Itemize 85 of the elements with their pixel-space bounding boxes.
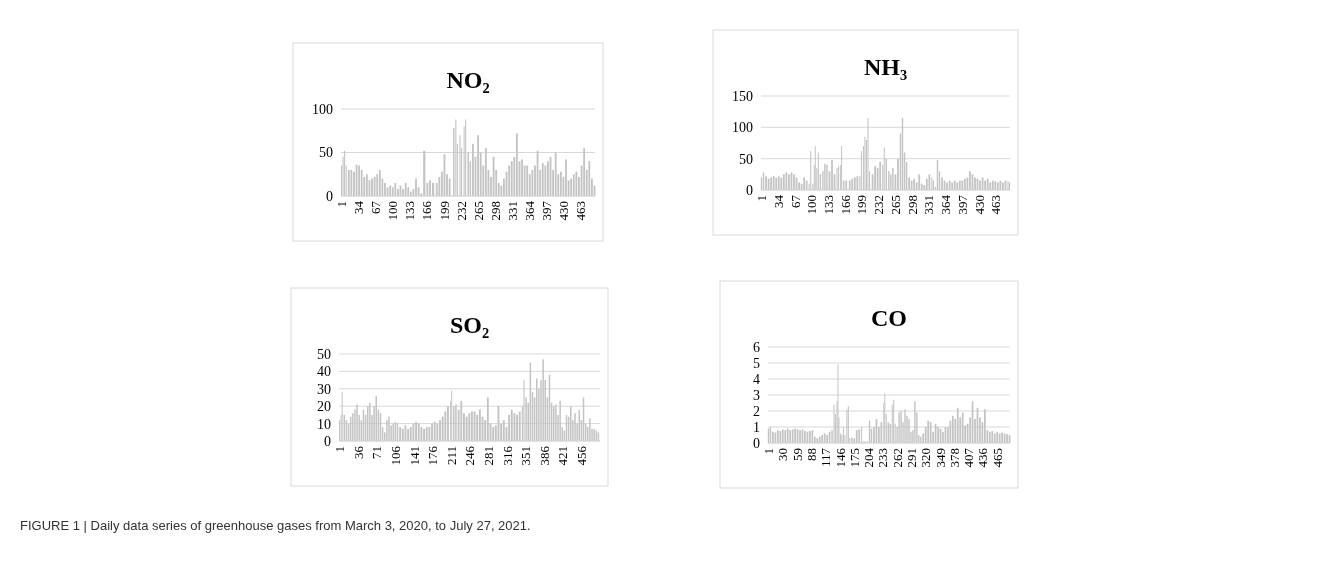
- x-tick-label: 397: [954, 194, 970, 215]
- x-tick-label: 316: [499, 445, 515, 466]
- x-tick-label: 465: [989, 448, 1005, 468]
- x-tick-label: 67: [787, 194, 803, 208]
- x-tick-label: 166: [837, 194, 853, 215]
- y-tick-label: 0: [753, 435, 760, 451]
- x-tick-label: 1: [334, 201, 350, 208]
- chart-title: NO₂: [446, 67, 490, 93]
- y-tick-label: 10: [317, 416, 331, 432]
- x-tick-label: 436: [975, 447, 991, 468]
- y-tick-label: 2: [753, 403, 760, 419]
- y-tick-label: 0: [326, 188, 333, 204]
- x-tick-label: 456: [573, 445, 589, 466]
- x-tick-label: 320: [918, 448, 934, 468]
- x-tick-label: 364: [938, 194, 954, 215]
- x-tick-label: 349: [932, 448, 948, 468]
- x-tick-label: 265: [470, 201, 486, 221]
- x-tick-label: 30: [775, 448, 791, 461]
- x-tick-label: 463: [573, 201, 589, 221]
- x-tick-label: 463: [988, 195, 1004, 215]
- x-tick-label: 265: [887, 195, 903, 215]
- y-tick-label: 3: [753, 387, 760, 403]
- y-tick-label: 40: [317, 364, 331, 380]
- x-tick-label: 199: [436, 201, 452, 221]
- y-tick-label: 100: [312, 101, 333, 117]
- y-tick-label: 4: [753, 371, 760, 387]
- x-tick-label: 106: [387, 445, 403, 466]
- x-tick-label: 378: [946, 448, 962, 468]
- x-tick-label: 175: [846, 448, 862, 468]
- y-tick-label: 0: [746, 182, 753, 198]
- x-tick-label: 421: [555, 446, 571, 466]
- y-tick-label: 150: [732, 88, 753, 104]
- x-tick-label: 232: [871, 195, 887, 215]
- x-tick-label: 351: [518, 446, 534, 466]
- x-tick-label: 386: [536, 445, 552, 466]
- x-tick-label: 146: [832, 447, 848, 468]
- y-tick-label: 20: [317, 399, 331, 415]
- x-tick-label: 34: [351, 200, 367, 214]
- x-tick-label: 141: [406, 446, 422, 466]
- x-tick-label: 34: [770, 194, 786, 208]
- x-tick-label: 133: [821, 195, 836, 215]
- x-tick-label: 298: [904, 195, 920, 215]
- y-tick-label: 30: [317, 381, 331, 397]
- x-tick-label: 397: [538, 200, 554, 221]
- x-tick-label: 291: [903, 448, 919, 468]
- x-tick-label: 430: [971, 195, 987, 215]
- x-tick-label: 1: [761, 448, 777, 455]
- x-tick-label: 281: [480, 446, 496, 466]
- x-tick-label: 88: [803, 448, 819, 461]
- x-tick-label: 199: [854, 195, 870, 215]
- caption: FIGURE 1 | Daily data series of greenhouse gases from March 3, 2020, to July 27, 2021.: [20, 518, 531, 533]
- x-tick-label: 166: [419, 200, 435, 221]
- y-tick-label: 0: [324, 433, 331, 449]
- x-tick-label: 262: [889, 448, 905, 468]
- x-tick-label: 331: [504, 201, 520, 221]
- y-tick-label: 5: [753, 355, 760, 371]
- x-tick-label: 67: [368, 200, 384, 214]
- y-tick-label: 50: [319, 145, 333, 161]
- y-tick-label: 50: [317, 346, 331, 362]
- chart-title: CO: [871, 305, 907, 331]
- x-tick-label: 331: [921, 195, 937, 215]
- x-tick-label: 1: [332, 446, 348, 453]
- x-tick-label: 364: [521, 200, 537, 221]
- y-tick-label: 50: [739, 151, 753, 167]
- x-tick-label: 298: [487, 201, 503, 221]
- x-tick-label: 211: [443, 446, 459, 466]
- x-tick-label: 100: [385, 201, 401, 221]
- y-tick-label: 100: [732, 120, 753, 136]
- x-tick-label: 59: [789, 448, 805, 461]
- x-tick-label: 246: [462, 445, 478, 466]
- x-tick-label: 117: [818, 447, 834, 468]
- y-tick-label: 6: [753, 339, 760, 355]
- x-tick-label: 71: [369, 446, 385, 459]
- y-tick-label: 1: [753, 419, 760, 435]
- x-tick-label: 407: [961, 447, 977, 468]
- x-tick-label: 100: [804, 195, 820, 215]
- x-tick-label: 176: [425, 445, 441, 466]
- chart-title: NH₃: [863, 54, 908, 80]
- x-tick-label: 133: [402, 201, 418, 221]
- x-tick-label: 204: [861, 447, 877, 468]
- chart-title: SO₂: [449, 312, 490, 338]
- x-tick-label: 36: [350, 445, 366, 459]
- x-tick-label: 430: [555, 201, 571, 221]
- x-tick-label: 233: [875, 448, 891, 468]
- x-tick-label: 232: [453, 201, 469, 221]
